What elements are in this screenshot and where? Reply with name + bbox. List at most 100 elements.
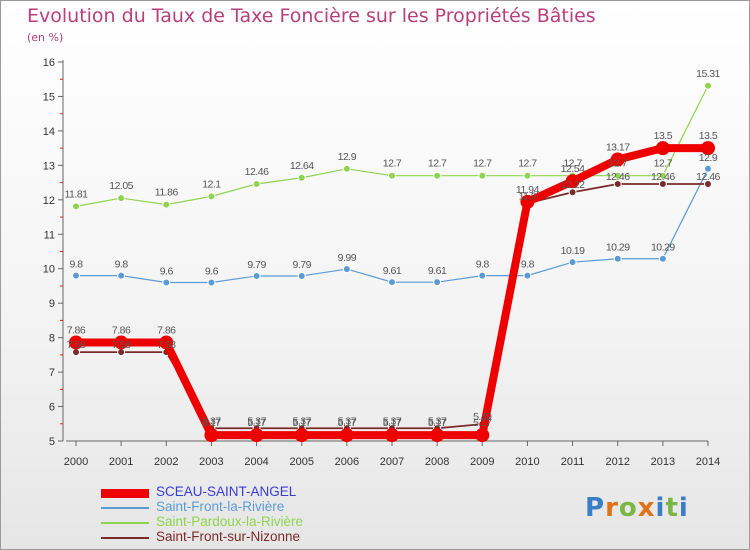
legend-swatch: [101, 522, 149, 524]
data-point: [475, 428, 490, 443]
legend-label: SCEAU-SAINT-ANGEL: [156, 484, 297, 499]
data-label: 7.86: [112, 324, 131, 336]
data-point: [114, 335, 129, 350]
y-tick-label: 11: [44, 229, 55, 241]
data-point: [388, 278, 396, 287]
data-point: [433, 171, 442, 180]
data-point: [204, 428, 219, 443]
data-label: 9.79: [292, 259, 311, 271]
data-label: 12.46: [245, 166, 269, 178]
proxiti-logo: Proxiti: [585, 493, 689, 523]
x-tick-label: 2007: [380, 456, 404, 468]
data-label: 11.86: [155, 187, 179, 199]
y-tick-label: 6: [49, 402, 55, 414]
data-label: 5.49: [473, 411, 492, 423]
data-label: 12.05: [109, 180, 133, 192]
data-point: [610, 152, 625, 167]
data-label: 7.58: [67, 339, 86, 351]
data-label: 11.81: [65, 188, 89, 200]
data-label: 7.86: [67, 324, 86, 336]
data-point: [297, 173, 306, 182]
data-label: 9.8: [521, 259, 535, 271]
data-point: [117, 271, 126, 280]
data-point: [430, 428, 445, 443]
x-tick-label: 2010: [515, 456, 539, 468]
series-0: [69, 141, 715, 443]
data-point: [523, 271, 532, 280]
data-point: [339, 428, 354, 443]
data-label: 12.7: [473, 158, 492, 170]
data-label: 10.29: [606, 242, 630, 254]
x-tick-label: 2012: [605, 456, 629, 468]
legend-entry: Saint-Front-la-Rivière: [101, 500, 361, 515]
legend-entry: Saint-Pardoux-la-Rivière: [101, 515, 361, 530]
chart-title: Evolution du Taux de Taxe Foncière sur l…: [27, 5, 596, 27]
data-label: 5.17: [428, 417, 447, 429]
data-point: [162, 278, 171, 287]
data-label: 5.17: [292, 417, 311, 429]
data-label: 5.37: [338, 415, 357, 427]
legend-label: Saint-Front-sur-Nizonne: [156, 529, 301, 544]
data-label: 13.5: [654, 130, 673, 142]
data-point: [159, 335, 174, 350]
data-label: 12.7: [383, 158, 402, 170]
data-point: [613, 171, 622, 180]
data-point: [252, 179, 261, 188]
x-tick-label: 2005: [289, 456, 313, 468]
legend-swatch: [101, 537, 149, 539]
data-point: [433, 278, 442, 287]
data-point: [207, 278, 216, 287]
legend-entry: SCEAU-SAINT-ANGEL: [101, 485, 361, 500]
data-label: 7.58: [112, 339, 131, 351]
series-3: [72, 179, 712, 433]
x-tick-label: 2014: [696, 456, 720, 468]
data-label: 9.79: [247, 259, 266, 271]
data-label: 9.61: [383, 265, 402, 277]
data-point: [520, 194, 535, 209]
data-label: 13.17: [606, 142, 630, 154]
data-label: 5.17: [383, 417, 402, 429]
x-tick-label: 2003: [199, 456, 223, 468]
data-point: [342, 164, 351, 173]
x-tick-label: 2001: [109, 456, 133, 468]
data-label: 5.17: [202, 417, 221, 429]
data-label: 9.61: [428, 265, 447, 277]
data-label: 9.6: [205, 266, 219, 278]
data-label: 13.5: [699, 130, 718, 142]
data-label: 10.29: [651, 242, 675, 254]
data-label: 12.54: [561, 163, 585, 175]
data-label: 12.7: [518, 158, 537, 170]
data-label: 5.37: [202, 415, 221, 427]
y-tick-label: 16: [43, 57, 55, 69]
data-point: [565, 174, 580, 189]
y-axis-unit: (en %): [27, 31, 64, 44]
legend-label: Saint-Pardoux-la-Rivière: [156, 514, 304, 529]
data-label: 9.99: [338, 252, 357, 264]
data-label: 5.37: [292, 415, 311, 427]
data-point: [72, 271, 80, 280]
data-label: 5.17: [338, 417, 357, 429]
data-point: [249, 428, 264, 443]
y-tick-label: 8: [49, 333, 55, 345]
data-point: [658, 179, 667, 188]
data-label: 12.46: [651, 171, 675, 183]
data-label: 9.6: [160, 266, 174, 278]
data-label: 12.7: [428, 158, 447, 170]
y-tick-label: 5: [49, 436, 55, 448]
x-tick-label: 2008: [425, 456, 449, 468]
data-point: [704, 164, 712, 173]
data-label: 12.64: [290, 160, 314, 172]
data-point: [613, 254, 622, 263]
data-point: [297, 271, 306, 280]
data-label: 5.37: [383, 415, 402, 427]
data-label: 7.86: [157, 324, 176, 336]
data-label: 12.7: [654, 158, 673, 170]
data-label: 12.46: [606, 171, 630, 183]
x-tick-label: 2004: [244, 456, 268, 468]
x-tick-label: 2000: [64, 456, 88, 468]
y-tick-label: 12: [43, 195, 55, 207]
legend-swatch: [101, 507, 149, 509]
data-point: [69, 335, 83, 350]
data-point: [704, 179, 712, 188]
